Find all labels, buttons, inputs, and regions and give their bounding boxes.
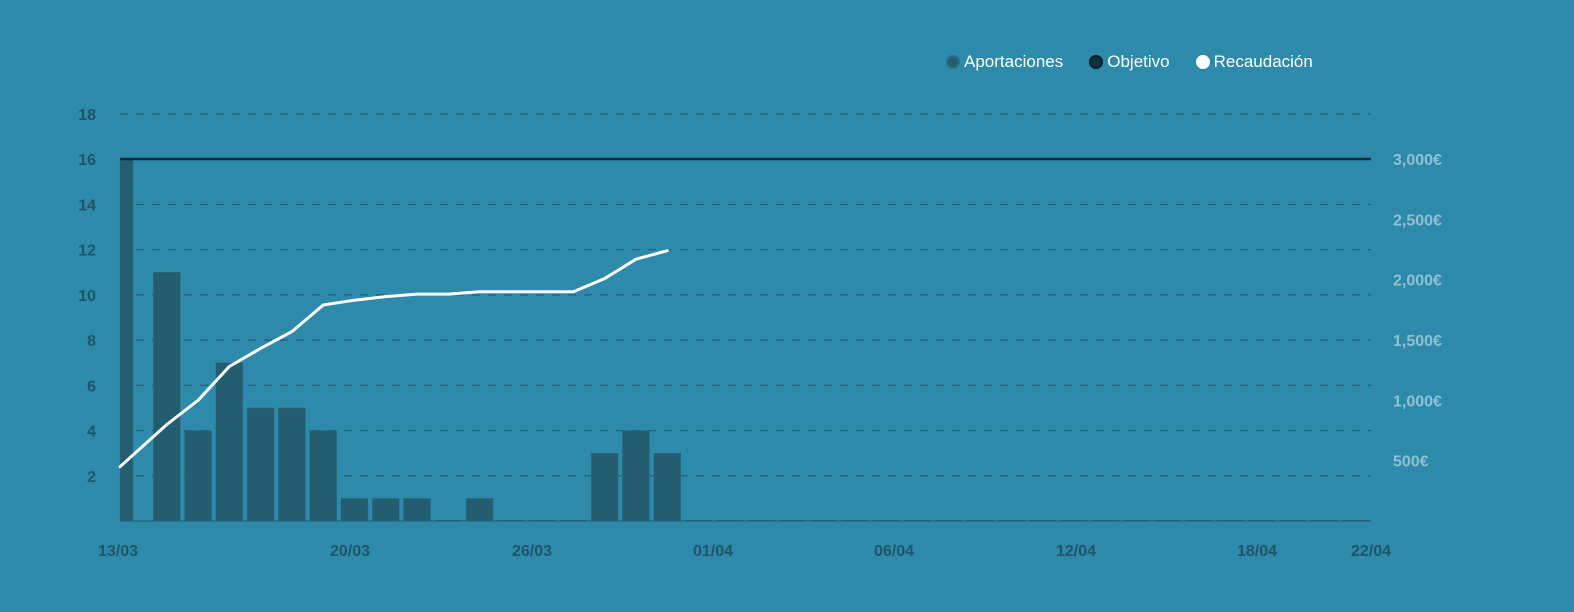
x-tick-label: 06/04 bbox=[874, 543, 914, 560]
legend-swatch-aportaciones bbox=[946, 55, 960, 69]
y-right-tick-label: 3,000€ bbox=[1393, 152, 1442, 169]
bar bbox=[403, 498, 431, 522]
bar bbox=[340, 498, 369, 522]
y-left-tick-label: 12 bbox=[78, 243, 96, 260]
legend-label-recaudacion: Recaudación bbox=[1213, 52, 1313, 71]
y-right-tick-label: 2,500€ bbox=[1393, 212, 1442, 229]
x-tick-label: 01/04 bbox=[693, 543, 733, 560]
x-tick-label: 26/03 bbox=[512, 543, 552, 560]
legend-swatch-objetivo bbox=[1089, 55, 1104, 69]
bar bbox=[622, 430, 650, 522]
y-right-tick-label: 500€ bbox=[1393, 454, 1429, 471]
bar bbox=[653, 452, 682, 522]
legend-label-objetivo: Objetivo bbox=[1107, 52, 1170, 71]
x-tick-label: 22/04 bbox=[1351, 543, 1391, 560]
y-left-tick-label: 2 bbox=[87, 469, 96, 486]
bar bbox=[590, 452, 619, 522]
y-right-tick-label: 1,500€ bbox=[1393, 333, 1442, 350]
y-left-tick-label: 14 bbox=[78, 197, 96, 214]
y-left-tick-label: 18 bbox=[78, 107, 96, 124]
legend-label-aportaciones: Aportaciones bbox=[964, 52, 1064, 71]
bar bbox=[153, 272, 181, 522]
bar bbox=[184, 430, 212, 522]
legend-swatch-recaudacion bbox=[1195, 55, 1210, 69]
bar bbox=[465, 498, 494, 522]
revenue-line bbox=[118, 249, 669, 469]
x-tick-label: 18/04 bbox=[1237, 543, 1277, 560]
y-left-tick-label: 16 bbox=[78, 152, 96, 169]
bar bbox=[309, 430, 337, 522]
legend-item-recaudacion[interactable]: Recaudación bbox=[1195, 52, 1313, 72]
bar bbox=[215, 362, 244, 522]
y-left-tick-label: 8 bbox=[87, 333, 96, 350]
x-tick-label: 20/03 bbox=[330, 543, 370, 560]
y-left-tick-label: 10 bbox=[78, 288, 96, 305]
x-tick-label: 12/04 bbox=[1056, 543, 1096, 560]
y-left-tick-label: 6 bbox=[87, 378, 96, 395]
y-right-tick-label: 1,000€ bbox=[1393, 393, 1442, 410]
legend-item-objetivo[interactable]: Objetivo bbox=[1089, 52, 1170, 72]
bar bbox=[246, 407, 275, 522]
x-tick-label: 13/03 bbox=[98, 543, 138, 560]
bar bbox=[371, 498, 400, 522]
bar bbox=[278, 407, 306, 522]
y-right-tick-label: 2,000€ bbox=[1393, 273, 1442, 290]
y-left-tick-label: 4 bbox=[87, 424, 96, 441]
legend-item-aportaciones[interactable]: Aportaciones bbox=[946, 52, 1063, 72]
chart-legend: Aportaciones Objetivo Recaudación bbox=[946, 52, 1313, 72]
